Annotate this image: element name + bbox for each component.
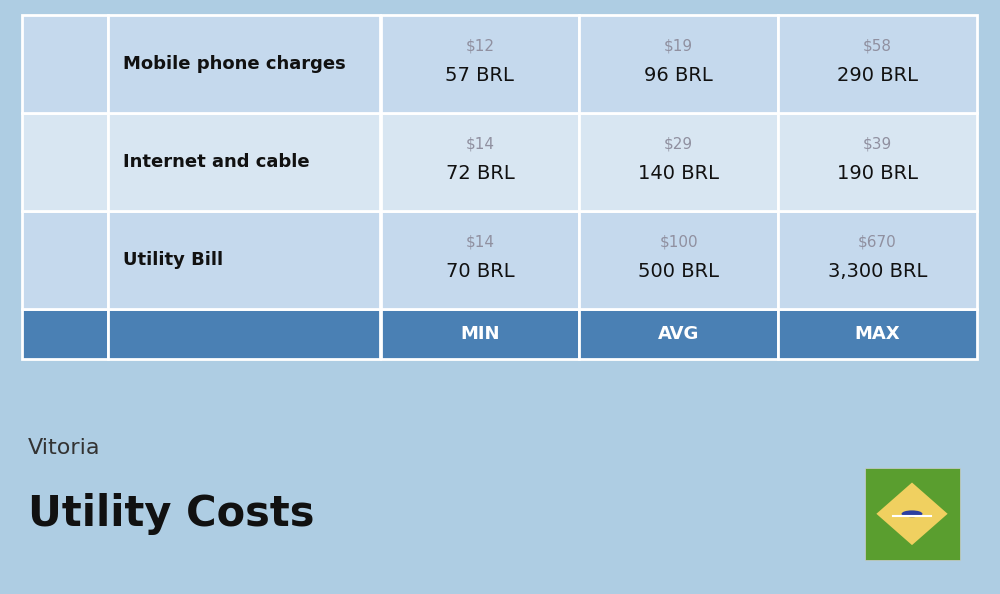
Text: $14: $14	[465, 235, 494, 249]
Text: Mobile phone charges: Mobile phone charges	[123, 55, 346, 73]
Bar	[579, 113, 778, 211]
Bar	[22, 113, 108, 211]
Polygon shape	[876, 482, 948, 545]
Text: $100: $100	[659, 235, 698, 249]
Text: MAX: MAX	[855, 325, 900, 343]
Bar	[579, 15, 778, 113]
Text: 96 BRL: 96 BRL	[644, 66, 713, 85]
Bar	[35, 132, 95, 191]
FancyBboxPatch shape	[864, 468, 960, 560]
Text: $670: $670	[858, 235, 897, 249]
Text: $39: $39	[863, 137, 892, 151]
Ellipse shape	[902, 510, 922, 517]
Text: 290 BRL: 290 BRL	[837, 66, 918, 85]
Bar	[778, 113, 977, 211]
Bar	[778, 15, 977, 113]
Text: $19: $19	[664, 39, 693, 53]
Text: Utility Bill: Utility Bill	[123, 251, 223, 269]
Text: Internet and cable: Internet and cable	[123, 153, 310, 171]
Text: $29: $29	[664, 137, 693, 151]
Text: Vitoria: Vitoria	[28, 438, 100, 459]
Text: 70 BRL: 70 BRL	[446, 262, 514, 281]
Bar	[579, 309, 778, 359]
Bar	[778, 309, 977, 359]
Bar	[35, 34, 95, 93]
Bar	[380, 211, 579, 309]
Bar	[108, 15, 380, 113]
Text: $12: $12	[465, 39, 494, 53]
Text: 72 BRL: 72 BRL	[446, 164, 514, 183]
Text: $14: $14	[465, 137, 494, 151]
Bar	[579, 211, 778, 309]
Bar	[22, 211, 108, 309]
Bar	[108, 113, 380, 211]
Bar	[380, 309, 579, 359]
Text: AVG: AVG	[658, 325, 699, 343]
Bar	[22, 15, 108, 113]
Bar	[380, 113, 579, 211]
Text: $58: $58	[863, 39, 892, 53]
Bar	[108, 309, 380, 359]
Text: MIN: MIN	[460, 325, 500, 343]
Text: 190 BRL: 190 BRL	[837, 164, 918, 183]
Bar	[778, 211, 977, 309]
Bar	[22, 309, 108, 359]
Text: 500 BRL: 500 BRL	[638, 262, 719, 281]
Text: Utility Costs: Utility Costs	[28, 493, 314, 535]
Text: 3,300 BRL: 3,300 BRL	[828, 262, 927, 281]
Bar	[35, 230, 95, 289]
Text: 140 BRL: 140 BRL	[638, 164, 719, 183]
Bar	[380, 15, 579, 113]
Text: 57 BRL: 57 BRL	[445, 66, 514, 85]
Bar	[108, 211, 380, 309]
